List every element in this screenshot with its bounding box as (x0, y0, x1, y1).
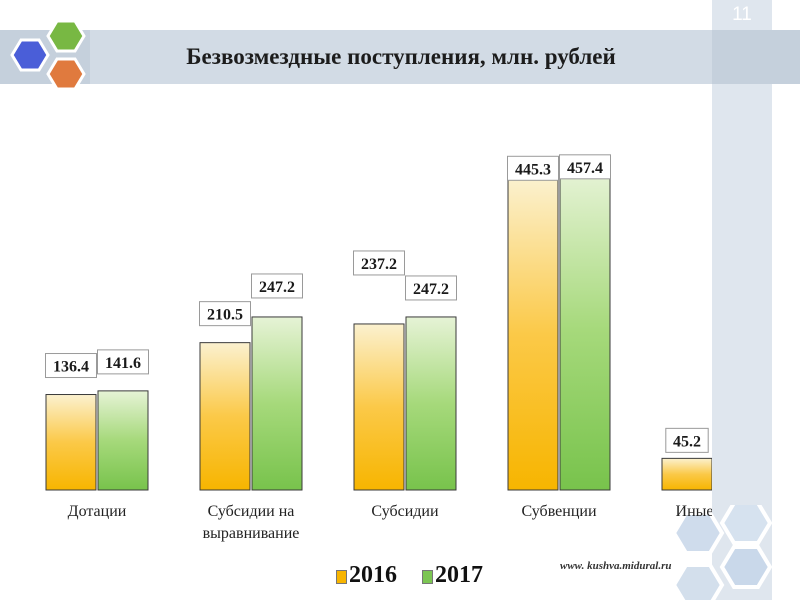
data-label-box-2016-0 (45, 353, 97, 379)
hexagon-orange-icon (46, 57, 86, 91)
bar-2016-4 (661, 457, 712, 491)
legend-swatch-2017 (422, 570, 433, 584)
category-label-3-0: Субвенции (521, 503, 596, 520)
category-label-2-0: Субсидии (371, 503, 439, 520)
category-label-1-1: выравнивание (203, 525, 300, 542)
bar-2016-3 (507, 177, 559, 491)
bar-2017-0 (97, 390, 149, 491)
data-label-box-2017-1 (251, 273, 303, 299)
data-label-2016-3: 445.3 (515, 161, 551, 178)
legend-label-2017: 2017 (435, 562, 483, 588)
page-title: Безвозмездные поступления, млн. рублей (186, 44, 616, 69)
data-label-box-2016-3 (507, 155, 559, 181)
bar-2017-2 (405, 316, 457, 491)
category-label-4-0: Иные МБТ (676, 503, 712, 520)
hexagon-blue-icon (10, 38, 50, 72)
data-label-2017-2: 247.2 (413, 281, 449, 298)
legend-label-2016: 2016 (349, 562, 397, 588)
footer-url: www. kushva.midural.ru (560, 560, 672, 572)
page-number: 11 (732, 4, 752, 25)
right-decor-strip (712, 0, 772, 600)
chart-data-labels: 136.4 141.6 210.5 247.2 237.2 247.2 445.3 457.4… (45, 154, 709, 453)
data-label-2016-2: 237.2 (361, 256, 397, 273)
data-label-2017-3: 457.4 (567, 160, 603, 177)
bar-2016-1 (199, 342, 251, 491)
data-label-box-2016-2 (353, 250, 405, 276)
bar-2016-0 (45, 394, 97, 491)
data-label-2017-0: 141.6 (105, 355, 141, 372)
data-label-box-2017-0 (97, 349, 149, 375)
hexagon-decoration (671, 505, 773, 600)
data-label-2017-1: 247.2 (259, 279, 295, 296)
category-label-1-0: Субсидии на (208, 503, 295, 520)
data-label-box-2017-2 (405, 275, 457, 301)
bar-2016-2 (353, 323, 405, 491)
data-label-2016-1: 210.5 (207, 307, 243, 324)
hexagon-logo (10, 20, 86, 91)
legend-swatch-2016 (336, 570, 347, 584)
category-label-0-0: Дотации (68, 503, 127, 520)
data-label-2016-4: 45.2 (673, 433, 701, 450)
bar-2017-3 (559, 169, 611, 491)
data-label-box-2016-1 (199, 301, 251, 327)
bar-2017-1 (251, 316, 303, 491)
hexagon-green-icon (46, 20, 86, 53)
data-label-box-2017-3 (559, 154, 611, 180)
chart-bars (45, 169, 712, 491)
title-bar-inner (90, 30, 712, 84)
data-label-2016-0: 136.4 (53, 359, 89, 376)
chart-category-labels: Дотации Субсидии на выравнивание Субсидии Су… (68, 503, 712, 542)
bar-chart: 136.4 141.6 210.5 247.2 237.2 247.2 445.3 457.4… (45, 154, 712, 542)
data-label-box-2016-4 (665, 427, 709, 453)
